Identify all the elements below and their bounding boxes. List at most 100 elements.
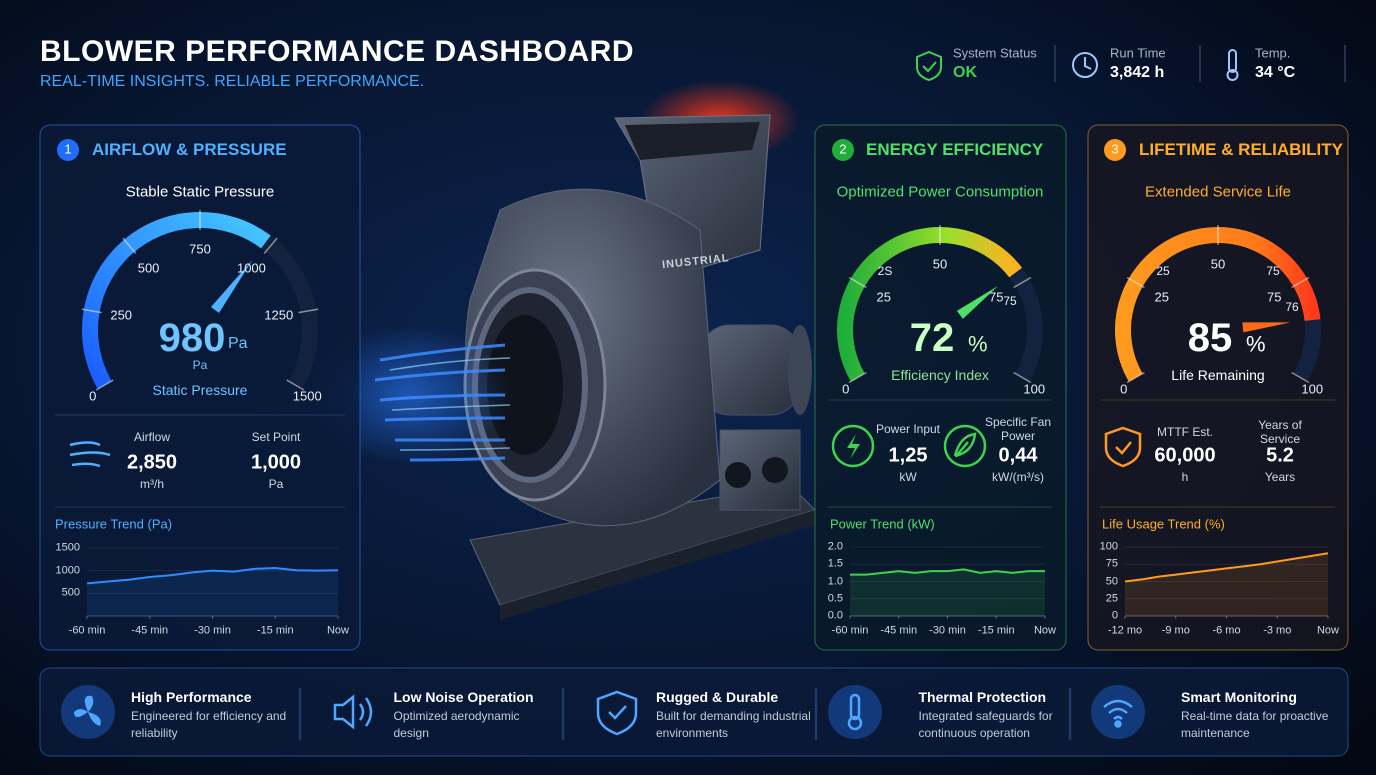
- gauge-needle: [956, 285, 999, 319]
- y-tick-label: 500: [61, 587, 80, 600]
- panel-subtitle: Stable Static Pressure: [125, 183, 275, 201]
- trend-area: [850, 569, 1045, 616]
- gauge-unit: %: [1246, 331, 1266, 357]
- y-tick-label: 1.0: [827, 575, 843, 588]
- y-tick-label: 1.5: [827, 557, 843, 570]
- gauge-needle: [1242, 322, 1291, 333]
- metric-value: 2,850: [126, 451, 178, 474]
- gauge-tick: [1013, 371, 1032, 384]
- gauge-tick-label: 500: [137, 260, 160, 276]
- metric-label: Power Input: [875, 422, 941, 437]
- y-tick-label: 75: [1105, 557, 1118, 570]
- x-tick-label: Now: [1033, 624, 1057, 637]
- feature-title: Low Noise Operation: [393, 688, 534, 705]
- gauge-tick-label: 250: [110, 307, 133, 323]
- metric-label: Airflow: [133, 430, 170, 445]
- gauge-tick-label: 50: [932, 256, 948, 272]
- panel-title: AIRFLOW & PRESSURE: [92, 140, 287, 160]
- gauge-tick: [1126, 371, 1145, 384]
- header-decor: [916, 45, 1346, 82]
- trend-line: [850, 568, 1045, 576]
- gauge-tick: [263, 237, 278, 254]
- gauge-tick: [95, 379, 114, 391]
- gauge-value-arc: [1115, 227, 1321, 382]
- y-tick-label: 25: [1105, 592, 1118, 605]
- metric-unit: h: [1181, 470, 1189, 485]
- metric-value: 1,25: [888, 444, 928, 467]
- x-tick-label: -30 min: [194, 624, 231, 637]
- feature-text: Built for demanding industrial environme…: [656, 709, 811, 740]
- trend-line: [1124, 552, 1329, 583]
- panel-dividers: [55, 399, 1335, 508]
- gauge-tick: [1291, 371, 1310, 384]
- metric-value: 1,000: [250, 451, 302, 474]
- trend-title: Life Usage Trend (%): [1102, 516, 1225, 532]
- y-tick-label: 0: [1111, 609, 1118, 622]
- gauge-tick: [1126, 276, 1145, 289]
- metric-icons: [69, 424, 1142, 468]
- y-tick-label: 0.0: [827, 609, 843, 622]
- gauge-caption: Static Pressure: [152, 381, 248, 398]
- gauge-caption: Efficiency Index: [891, 366, 989, 383]
- panel-subtitle: Extended Service Life: [1145, 183, 1291, 201]
- gauge-inner-label: 75: [1266, 264, 1280, 279]
- metric-value: 60,000: [1154, 444, 1216, 467]
- feature-title: Rugged & Durable: [656, 688, 779, 705]
- trend-title: Pressure Trend (Pa): [55, 516, 173, 532]
- feature-title: Smart Monitoring: [1181, 688, 1297, 705]
- subtitle: REAL-TIME INSIGHTS. RELIABLE PERFORMANCE…: [40, 72, 425, 90]
- panel-number: 3: [1111, 141, 1119, 157]
- gauge-unit: Pa: [228, 334, 248, 352]
- y-tick-label: 100: [1099, 540, 1118, 553]
- x-tick-label: -15 min: [977, 624, 1015, 637]
- gauge-tick: [1291, 276, 1310, 289]
- y-tick-label: 2.0: [827, 540, 843, 553]
- gauge-tick: [1013, 276, 1032, 289]
- x-tick-label: -45 min: [131, 624, 169, 637]
- trend-title: Power Trend (kW): [830, 516, 935, 532]
- feature-text: Real-time data for proactive maintenance: [1181, 709, 1329, 740]
- metric-label: Years of Service: [1258, 418, 1302, 446]
- gauge-inner-label: 76: [1285, 300, 1299, 315]
- status-label: Run Time: [1110, 45, 1166, 61]
- metric-label: Specific Fan Power: [984, 415, 1052, 443]
- gauge-tick-label: 0: [1120, 381, 1128, 397]
- gauge-tick-label: 750: [189, 241, 211, 257]
- panel-title: ENERGY EFFICIENCY: [866, 140, 1044, 160]
- panel-number: 1: [64, 141, 72, 157]
- panel-subtitle: Optimized Power Consumption: [836, 183, 1044, 201]
- y-tick-label: 1500: [55, 541, 80, 554]
- x-tick-label: -60 min: [68, 624, 106, 637]
- x-tick-label: -60 min: [831, 624, 869, 637]
- feature-text: Integrated safeguards for continuous ope…: [918, 709, 1053, 740]
- gauge-unit: %: [968, 331, 988, 357]
- features-frame: [39, 667, 1349, 757]
- gauge-tick-label: 1000: [236, 260, 266, 276]
- gauge-unit: Pa: [192, 358, 208, 373]
- gauge-tick: [848, 276, 867, 289]
- gauge-tick-label: 100: [1023, 381, 1046, 397]
- metric-label: MTTF Est.: [1157, 425, 1213, 440]
- metric-unit: m³/h: [140, 477, 164, 492]
- feature-title: Thermal Protection: [918, 688, 1047, 705]
- status-label: System Status: [953, 45, 1037, 61]
- gauge-value: 980: [158, 316, 226, 360]
- y-tick-label: 50: [1105, 575, 1118, 588]
- x-tick-label: -12 mo: [1107, 624, 1143, 637]
- gauge-inner-label: 2S: [877, 264, 893, 279]
- gauge-tick-label: 1250: [264, 307, 294, 323]
- gauge-tick: [286, 379, 305, 391]
- gauge-inner-label: 75: [1003, 294, 1017, 309]
- feature-text: Engineered for efficiency and reliabilit…: [131, 709, 287, 740]
- gauge-value-arc: [837, 227, 1023, 382]
- feature-text: Optimized aerodynamic design: [393, 709, 520, 740]
- gauge-caption: Life Remaining: [1171, 366, 1265, 383]
- gauge-tick: [298, 308, 319, 314]
- feature-decor: [61, 685, 1145, 740]
- metric-unit: kW: [899, 470, 917, 485]
- y-tick-label: 1000: [55, 564, 80, 577]
- metric-unit: Pa: [268, 477, 284, 492]
- trend-line: [86, 566, 339, 585]
- x-tick-label: -3 mo: [1263, 624, 1292, 637]
- panel-title: LIFETIME & RELIABILITY: [1139, 140, 1343, 160]
